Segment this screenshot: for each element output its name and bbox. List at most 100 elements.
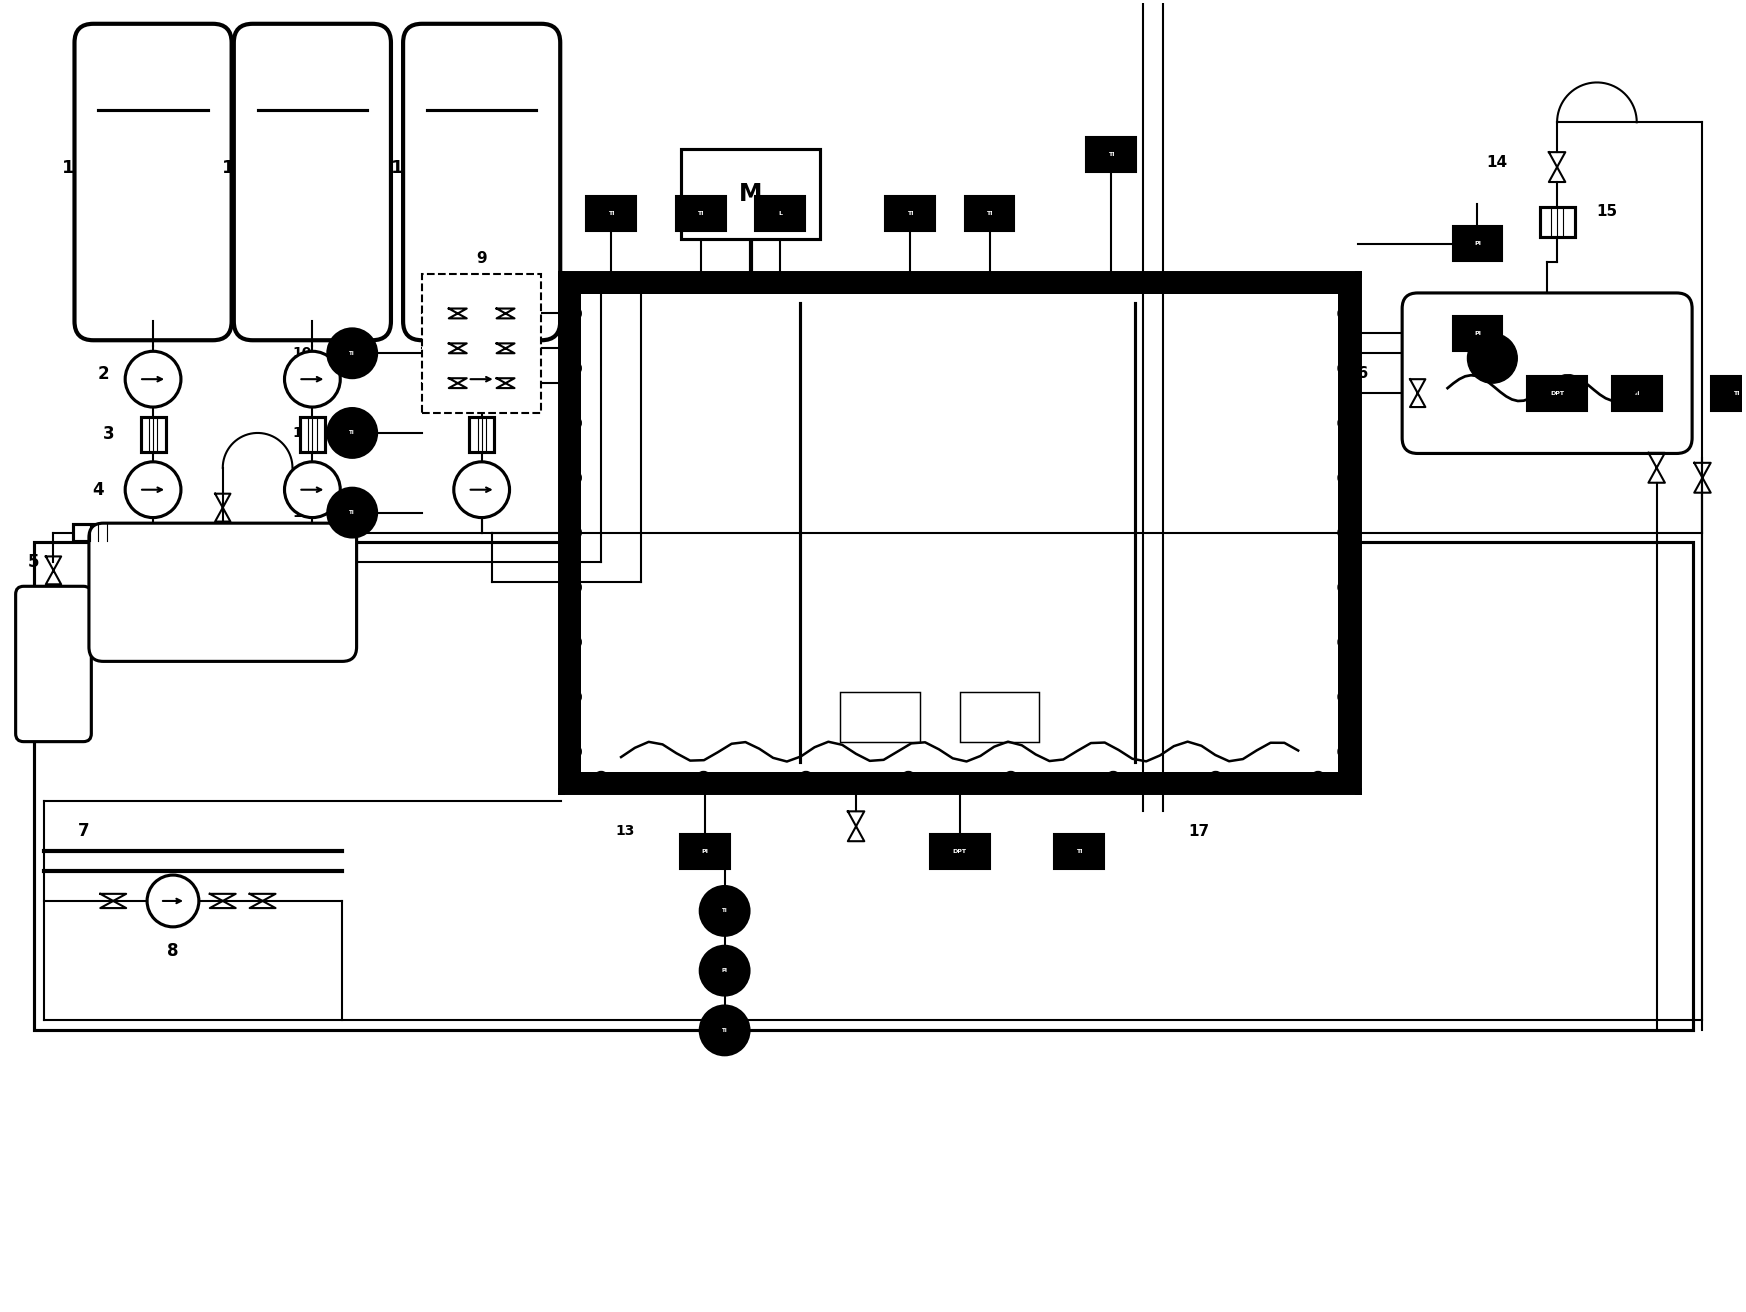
Circle shape [1337,470,1353,485]
Circle shape [147,875,199,926]
Text: TI: TI [608,211,615,216]
Circle shape [700,1005,749,1055]
Text: 11: 11 [293,426,313,440]
FancyBboxPatch shape [1402,293,1692,454]
Text: 3: 3 [103,425,113,443]
Bar [581,294,1337,771]
Circle shape [566,580,581,596]
Bar [964,197,1014,231]
Text: PI: PI [1474,331,1481,336]
Circle shape [566,525,581,541]
Text: DPT: DPT [953,849,967,854]
Text: 10: 10 [293,346,313,361]
Bar [756,197,805,231]
Circle shape [566,689,581,705]
Bar [1528,375,1587,411]
Bar [300,417,325,451]
Text: TI: TI [349,510,354,516]
Text: TI: TI [349,350,354,356]
FancyBboxPatch shape [234,24,391,340]
Bar [73,523,124,542]
FancyBboxPatch shape [16,586,91,741]
Circle shape [798,771,814,787]
Circle shape [1337,634,1353,649]
Bar [560,274,1358,791]
Circle shape [1467,333,1517,383]
Text: 9: 9 [477,251,487,266]
Bar [1711,375,1746,411]
Text: TI: TI [349,430,354,436]
Circle shape [695,771,712,787]
Text: DPT: DPT [1550,391,1564,396]
Text: L: L [779,211,782,216]
Bar [931,833,990,869]
Text: 12: 12 [293,505,313,520]
Circle shape [454,462,510,518]
Circle shape [700,946,749,996]
Circle shape [1310,771,1325,787]
Text: TI: TI [986,211,993,216]
Bar [960,691,1039,741]
Circle shape [1002,771,1020,787]
Bar [141,417,166,451]
Text: 16: 16 [1348,366,1369,380]
Circle shape [285,352,340,407]
Text: 1: 1 [63,159,75,177]
Circle shape [566,634,581,649]
Bar [423,274,541,413]
Bar [470,417,494,451]
Circle shape [1337,306,1353,321]
Text: 1: 1 [222,159,234,177]
Text: TI: TI [721,908,728,913]
Circle shape [126,462,182,518]
Circle shape [1337,361,1353,377]
Bar [1453,227,1502,261]
Text: TI: TI [697,211,704,216]
Text: 7: 7 [77,823,89,840]
Circle shape [566,306,581,321]
Bar [1055,833,1103,869]
Text: 1: 1 [391,159,403,177]
Circle shape [126,352,182,407]
Text: TI: TI [1107,152,1114,156]
Text: TI: TI [1634,391,1639,396]
Circle shape [566,470,581,485]
FancyBboxPatch shape [403,24,560,340]
Circle shape [1337,525,1353,541]
Circle shape [1337,744,1353,760]
Circle shape [1337,689,1353,705]
Text: 15: 15 [1596,205,1617,219]
Circle shape [594,771,609,787]
Text: 6: 6 [98,584,108,601]
Text: 2: 2 [98,365,108,383]
Text: 8: 8 [168,942,178,960]
Bar [681,150,821,239]
Circle shape [1105,771,1121,787]
Bar [33,542,1692,1030]
Circle shape [1337,415,1353,430]
Bar [679,833,730,869]
Circle shape [566,415,581,430]
Text: TI: TI [906,211,913,216]
Bar [840,691,920,741]
FancyBboxPatch shape [89,523,356,661]
Text: PI: PI [702,849,709,854]
Text: 14: 14 [1488,155,1509,169]
Circle shape [566,744,581,760]
Circle shape [1208,771,1224,787]
Text: PI: PI [1474,241,1481,247]
Text: 13: 13 [615,824,636,838]
Bar [1086,136,1137,172]
Text: 5: 5 [28,554,40,572]
Text: M: M [739,182,763,206]
Bar [587,197,636,231]
Text: TI: TI [1734,391,1739,396]
Circle shape [901,771,917,787]
Circle shape [327,328,377,378]
Circle shape [327,488,377,538]
Bar [885,197,934,231]
Circle shape [1337,580,1353,596]
Circle shape [454,352,510,407]
Text: PI: PI [721,968,728,974]
Circle shape [327,408,377,458]
